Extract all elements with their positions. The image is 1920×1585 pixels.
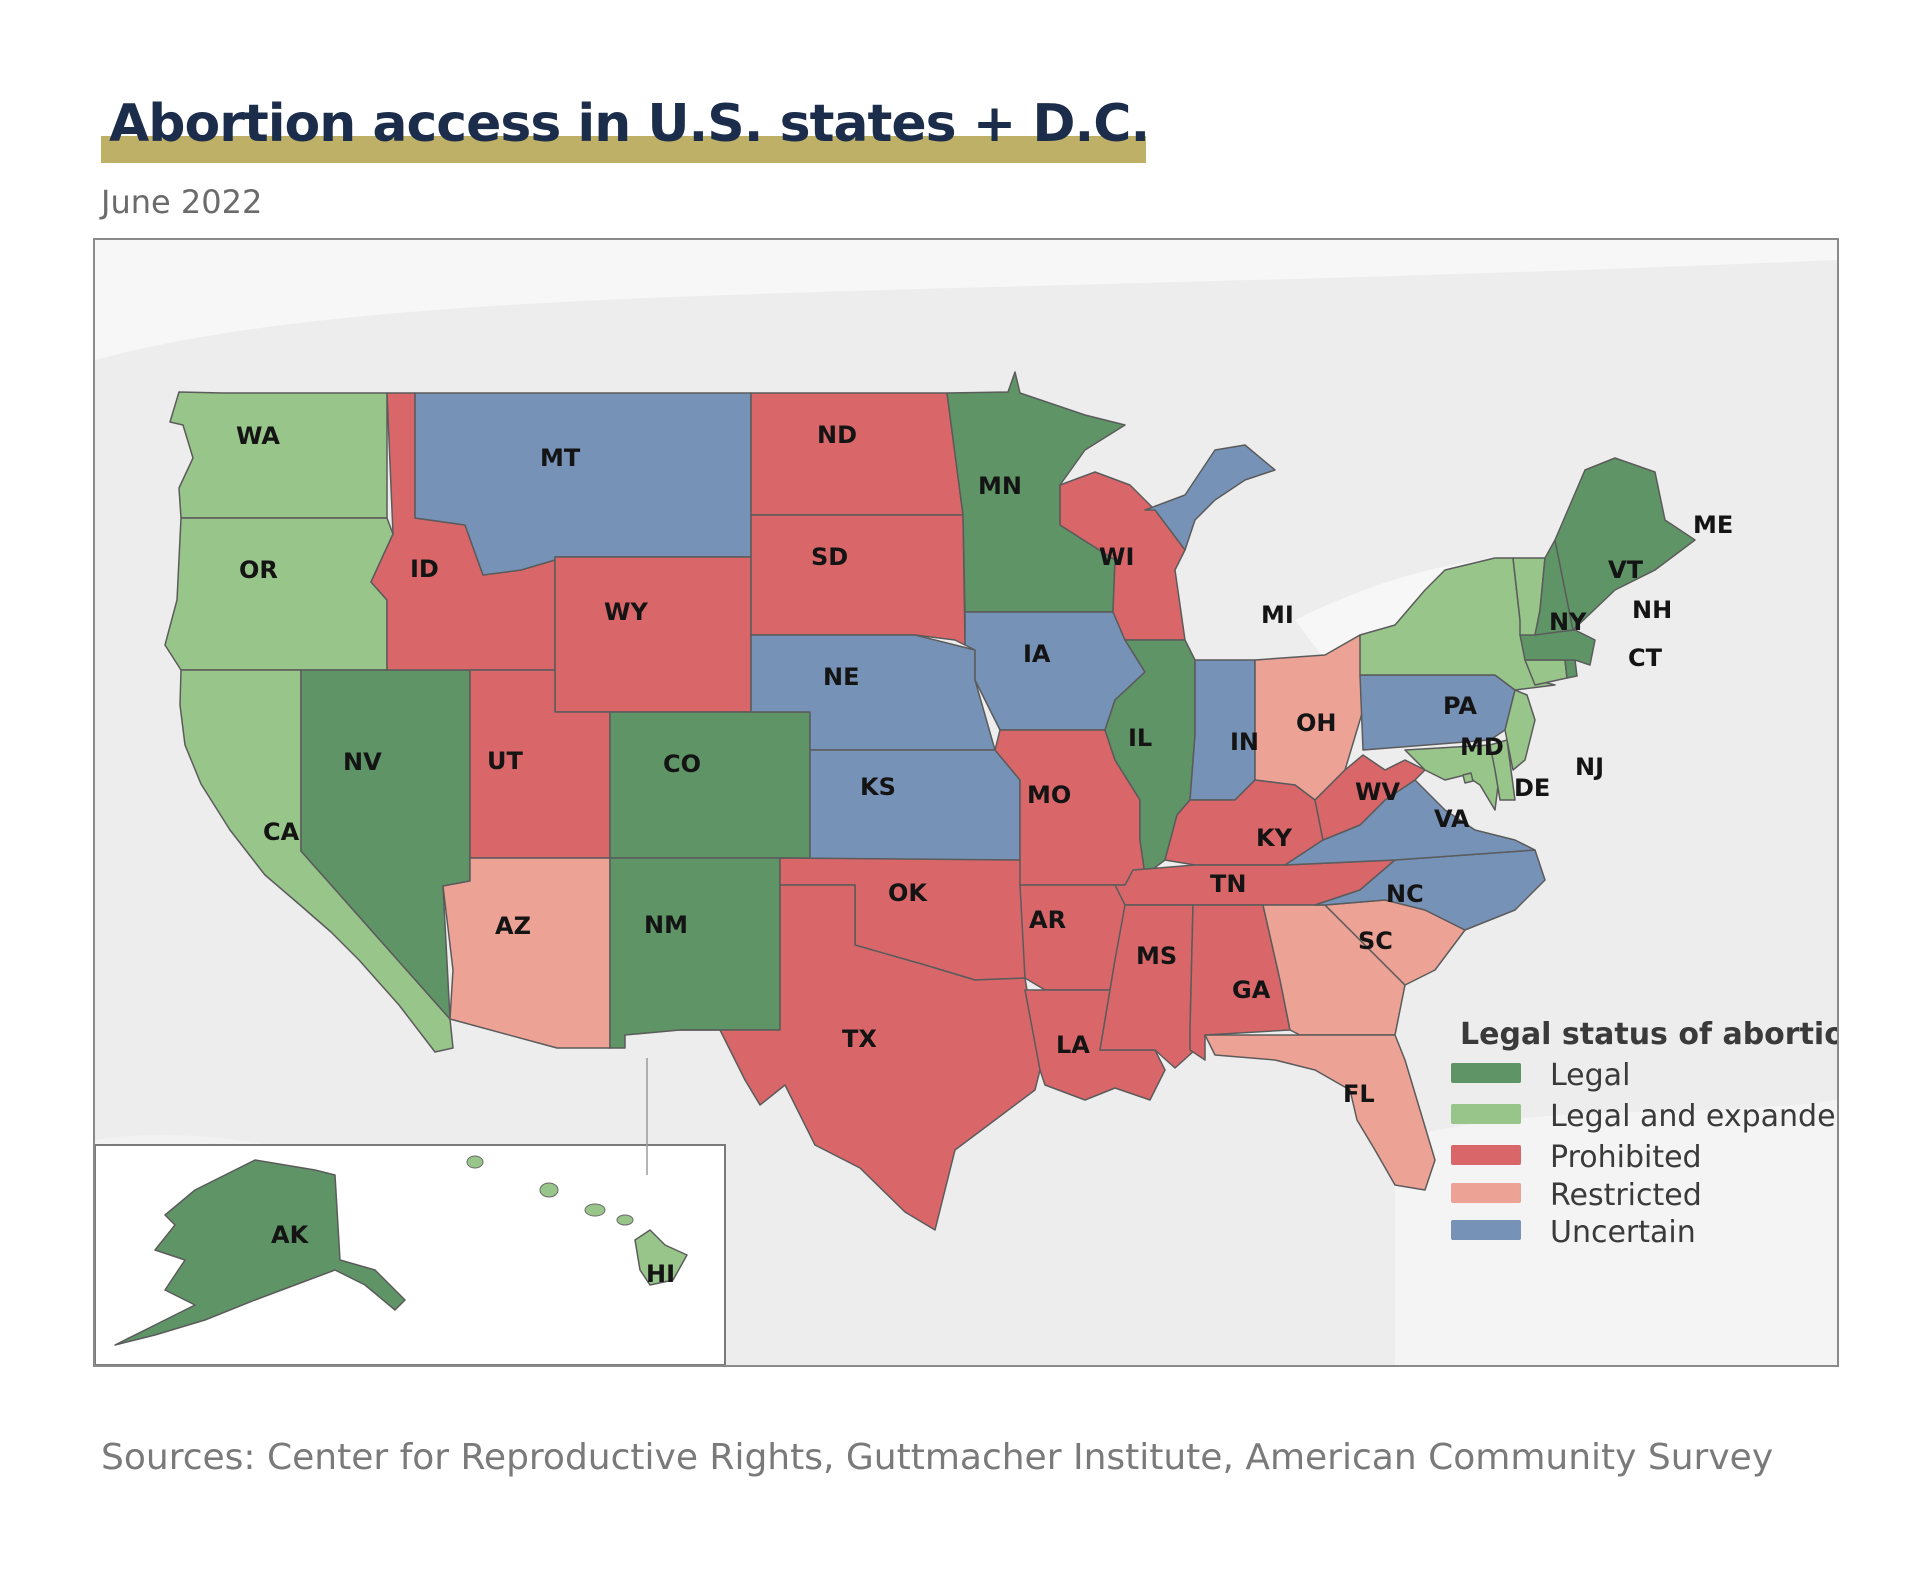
state-de[interactable] <box>1489 739 1516 801</box>
legend-swatch-legal <box>1451 1063 1521 1083</box>
state-labels: WA OR CA NV ID MT WY UT AZ CO NM ND SD N… <box>236 421 1733 1288</box>
hawaii-islet-1 <box>466 1155 484 1169</box>
label-oh: OH <box>1296 709 1337 737</box>
sources-note: Sources: Center for Reproductive Rights,… <box>101 1437 1774 1478</box>
legend-label-restricted: Restricted <box>1550 1178 1702 1213</box>
title-accent-bar <box>101 136 1146 163</box>
label-wa: WA <box>236 422 280 450</box>
label-id: ID <box>410 555 439 583</box>
state-ma[interactable] <box>1519 629 1596 666</box>
label-me: ME <box>1693 511 1733 539</box>
us-map: WA OR CA NV ID MT WY UT AZ CO NM ND SD N… <box>95 240 1837 1365</box>
label-wi: WI <box>1099 543 1134 571</box>
state-nc[interactable] <box>1314 849 1546 931</box>
label-ut: UT <box>487 747 523 775</box>
label-ga: GA <box>1232 976 1271 1004</box>
legend-label-legal-and-expanded: Legal and expanded <box>1550 1099 1837 1134</box>
state-az[interactable] <box>442 857 611 1049</box>
hawaii-islet-3 <box>584 1203 606 1217</box>
label-ok: OK <box>888 879 928 907</box>
state-wi[interactable] <box>1059 471 1186 641</box>
label-nj: NJ <box>1575 753 1604 781</box>
label-hi: HI <box>646 1260 675 1288</box>
legend-title: Legal status of abortion <box>1460 1017 1837 1052</box>
label-sc: SC <box>1358 927 1393 955</box>
label-ar: AR <box>1029 906 1066 934</box>
label-de: DE <box>1514 774 1550 802</box>
label-wv: WV <box>1355 778 1400 806</box>
ocean-band <box>95 240 1837 360</box>
state-wa[interactable] <box>169 391 388 519</box>
label-pa: PA <box>1443 692 1477 720</box>
label-mt: MT <box>540 444 581 472</box>
label-tn: TN <box>1210 870 1246 898</box>
label-wy: WY <box>604 598 648 626</box>
label-tx: TX <box>842 1025 877 1053</box>
legend-swatch-legal-and-expanded <box>1451 1104 1521 1124</box>
state-fl[interactable] <box>1204 1034 1436 1191</box>
legend-swatch-prohibited <box>1451 1145 1521 1165</box>
state-ri[interactable] <box>1564 659 1578 679</box>
label-mn: MN <box>978 472 1022 500</box>
state-mi[interactable] <box>1144 444 1276 551</box>
title-block: Abortion access in U.S. states + D.C. <box>101 92 1150 168</box>
label-ms: MS <box>1136 942 1177 970</box>
label-va: VA <box>1434 805 1470 833</box>
label-ky: KY <box>1256 824 1293 852</box>
page-title: Abortion access in U.S. states + D.C. <box>109 94 1150 154</box>
label-sd: SD <box>811 543 848 571</box>
legend-swatch-uncertain <box>1451 1220 1521 1240</box>
lower-right-shade <box>1395 1100 1837 1365</box>
label-ny: NY <box>1549 608 1587 636</box>
label-md: MD <box>1460 733 1504 761</box>
page-subtitle: June 2022 <box>101 183 263 221</box>
map-frame: WA OR CA NV ID MT WY UT AZ CO NM ND SD N… <box>93 238 1839 1367</box>
state-me[interactable] <box>1554 457 1696 631</box>
state-dc[interactable] <box>1462 772 1474 784</box>
label-ks: KS <box>860 773 896 801</box>
legend-label-uncertain: Uncertain <box>1550 1215 1696 1250</box>
label-az: AZ <box>495 912 531 940</box>
label-mi: MI <box>1261 601 1294 629</box>
label-la: LA <box>1056 1031 1090 1059</box>
label-in: IN <box>1230 728 1259 756</box>
state-ak[interactable] <box>114 1159 406 1346</box>
state-ks[interactable] <box>809 749 1021 861</box>
label-nm: NM <box>644 911 688 939</box>
label-nc: NC <box>1386 880 1424 908</box>
label-ca: CA <box>263 818 300 846</box>
legend-label-legal: Legal <box>1550 1058 1630 1093</box>
label-nd: ND <box>817 421 857 449</box>
hawaii-islet-2 <box>539 1182 559 1198</box>
state-co[interactable] <box>609 711 811 859</box>
label-il: IL <box>1128 724 1152 752</box>
state-hi[interactable] <box>634 1229 688 1286</box>
state-wy[interactable] <box>554 556 752 713</box>
states-layer <box>164 371 1696 1231</box>
label-co: CO <box>663 750 701 778</box>
label-ma: CT <box>1628 644 1663 672</box>
state-nd[interactable] <box>750 392 964 516</box>
state-nm[interactable] <box>609 857 781 1049</box>
label-mo: MO <box>1027 781 1071 809</box>
state-nj[interactable] <box>1504 689 1536 771</box>
label-vt: VT <box>1608 556 1644 584</box>
label-nv: NV <box>343 748 382 776</box>
label-or: OR <box>239 556 278 584</box>
label-fl: FL <box>1343 1080 1375 1108</box>
label-ne: NE <box>823 663 859 691</box>
label-nh: NH <box>1632 596 1672 624</box>
label-ia: IA <box>1023 640 1051 668</box>
state-tx[interactable] <box>679 884 1041 1231</box>
label-ak: AK <box>271 1221 310 1249</box>
legend-label-prohibited: Prohibited <box>1550 1140 1702 1175</box>
legend: Legal status of abortion Legal Legal and… <box>1451 1017 1837 1250</box>
legend-swatch-restricted <box>1451 1183 1521 1203</box>
state-sd[interactable] <box>750 514 966 646</box>
state-or[interactable] <box>164 517 394 671</box>
hawaii-islet-4 <box>616 1214 634 1226</box>
